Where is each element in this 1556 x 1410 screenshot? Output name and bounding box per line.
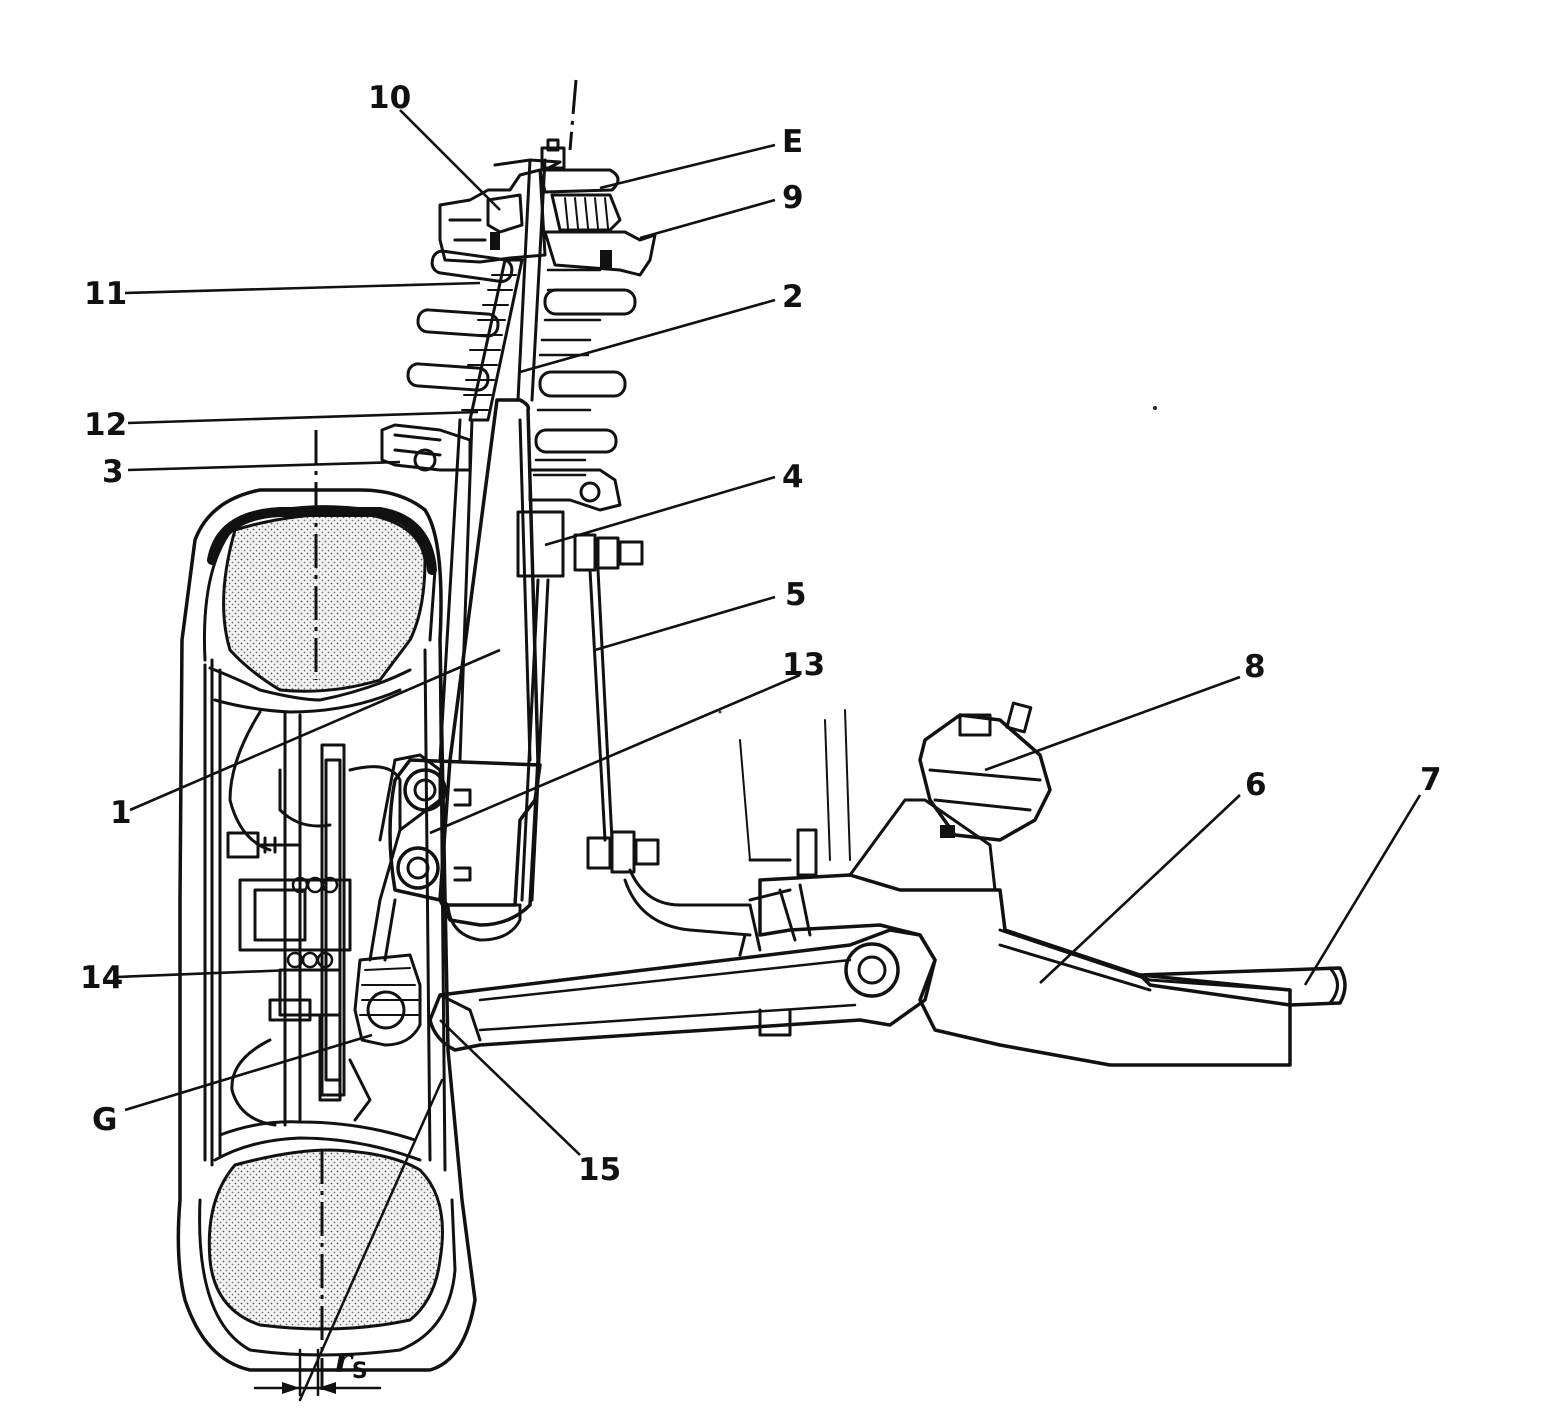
top-mount-bracket	[438, 168, 547, 264]
tyre-lower-section	[207, 1148, 444, 1331]
label-6: 6	[1245, 767, 1267, 803]
label-11: 11	[84, 276, 127, 312]
subframe-crossmember	[739, 709, 1292, 1067]
steering-axis-line	[298, 1078, 444, 1402]
label-8: 8	[1244, 649, 1266, 685]
label-7: 7	[1420, 762, 1442, 798]
leader-lines	[116, 109, 1422, 1156]
part-labels: 10 E 9 11 2 12 3 4 5 13 8 6 7 1 14 G 15 …	[80, 80, 1442, 1384]
tyre-upper-section	[222, 512, 427, 693]
engine-mount	[918, 701, 1052, 842]
label-5: 5	[785, 577, 807, 613]
tyre-outline	[176, 488, 477, 1372]
strut-top-mount	[438, 79, 657, 277]
coil-spring	[406, 249, 637, 512]
wheel-rim	[203, 658, 222, 1167]
print-speck	[718, 710, 722, 714]
label-4: 4	[782, 459, 804, 495]
label-E: E	[782, 124, 803, 160]
label-14: 14	[80, 960, 123, 996]
ball-joint	[353, 898, 422, 1047]
strut-knuckle-bracket	[388, 758, 542, 907]
anti-roll-bar	[623, 868, 752, 937]
scrub-radius-marker	[253, 1348, 382, 1397]
label-rs: rS	[334, 1341, 368, 1384]
print-speck	[1153, 406, 1157, 410]
tie-rod	[1138, 966, 1347, 1007]
top-cap	[538, 168, 620, 194]
strut-tube	[438, 398, 540, 927]
label-12: 12	[84, 407, 127, 443]
hub-and-brake	[226, 743, 402, 1122]
label-10: 10	[368, 80, 411, 116]
mount-plate	[543, 230, 657, 277]
stabilizer-link	[516, 510, 762, 957]
lower-control-arm	[428, 928, 937, 1052]
label-2: 2	[782, 279, 804, 315]
label-1: 1	[110, 795, 132, 831]
label-15: 15	[578, 1152, 621, 1188]
label-3: 3	[102, 454, 124, 490]
label-G: G	[92, 1102, 117, 1138]
strut-damper	[368, 158, 550, 962]
label-13: 13	[782, 647, 825, 683]
strut-axis	[568, 79, 578, 151]
label-9: 9	[782, 180, 804, 216]
